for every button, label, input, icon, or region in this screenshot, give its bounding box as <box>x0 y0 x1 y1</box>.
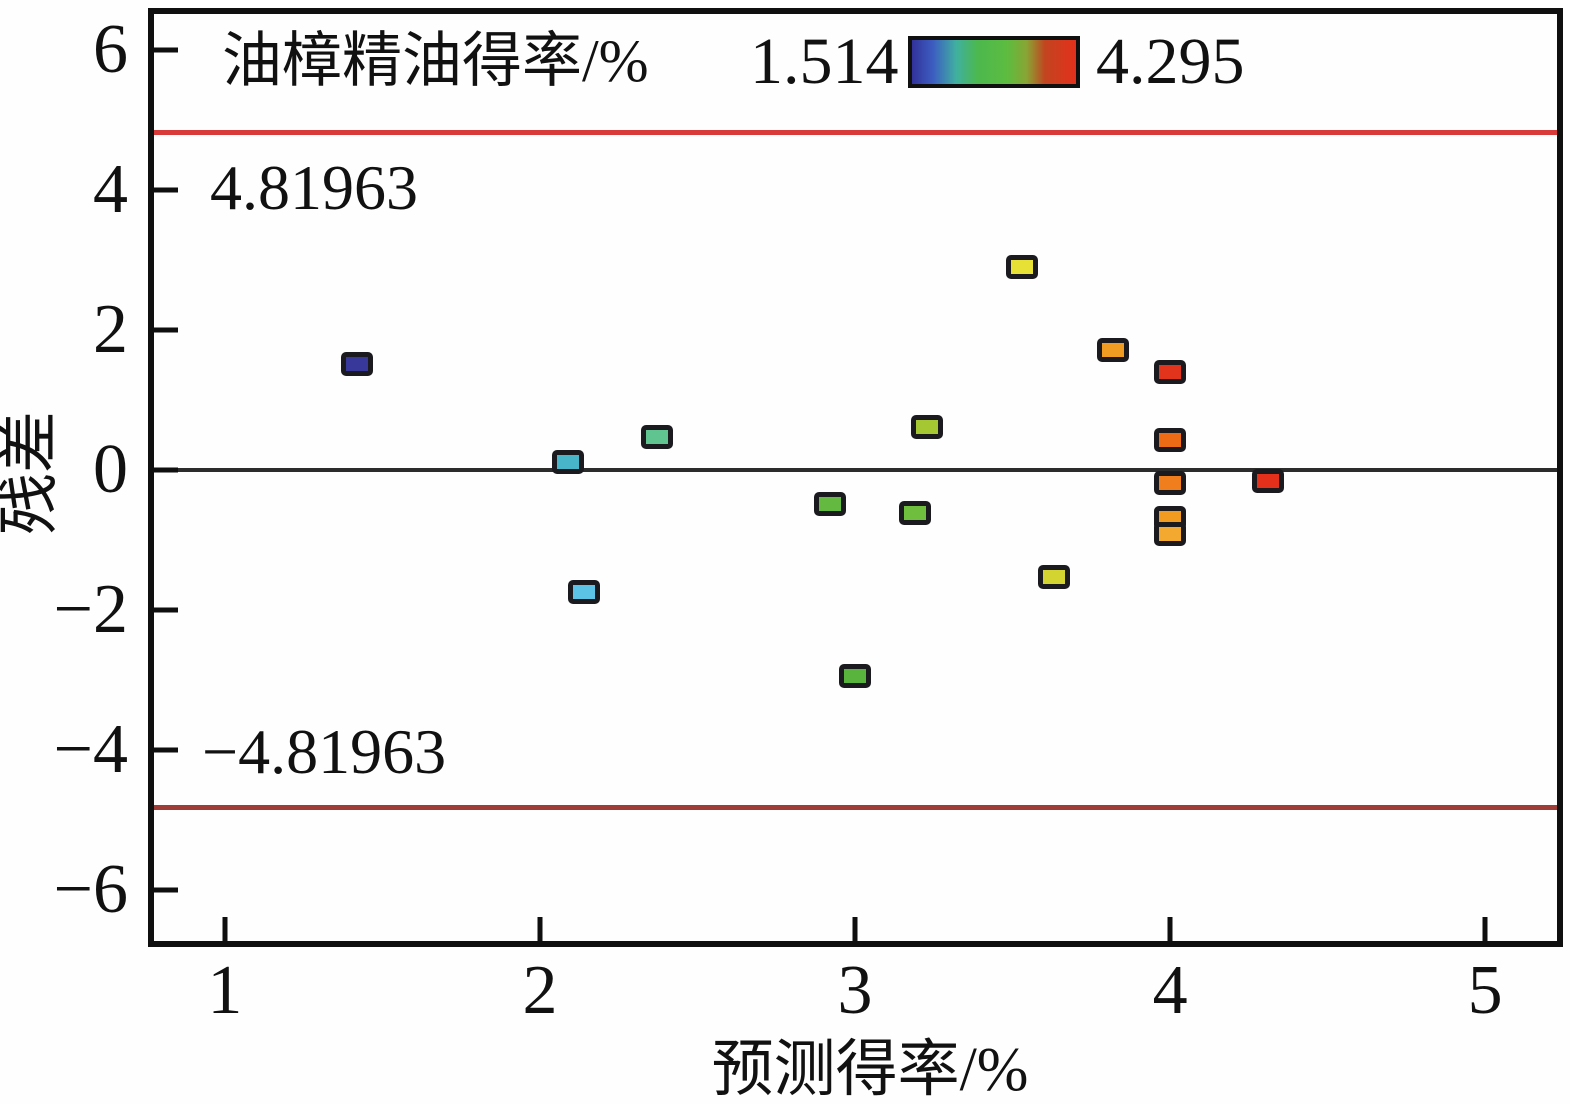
lower-limit-label: −4.81963 <box>202 716 447 787</box>
y-tick-label: 2 <box>93 290 128 368</box>
x-tick-label: 4 <box>1152 952 1188 1029</box>
y-tick <box>154 187 178 193</box>
y-tick <box>154 327 178 333</box>
data-point <box>813 492 846 517</box>
data-point <box>640 424 673 449</box>
data-point <box>341 352 374 377</box>
x-tick-label: 2 <box>522 952 558 1029</box>
data-point <box>911 415 944 440</box>
y-tick <box>154 887 178 893</box>
data-point <box>898 500 931 525</box>
data-point <box>568 579 601 604</box>
y-tick-label: −2 <box>53 570 128 648</box>
x-tick-label: 1 <box>207 952 243 1029</box>
x-tick-label: 3 <box>837 952 873 1029</box>
y-tick <box>154 47 178 53</box>
zero-line <box>154 467 1557 472</box>
x-axis-title: 预测得率/% <box>711 1036 1029 1104</box>
colorbar-min-value: 1.514 <box>750 25 899 98</box>
y-tick <box>154 747 178 753</box>
data-point <box>839 663 872 688</box>
control-limit-line <box>154 804 1557 810</box>
control-limit-line <box>154 129 1557 135</box>
upper-limit-label: 4.81963 <box>210 152 418 223</box>
x-tick <box>1482 917 1488 941</box>
legend-title: 油樟精油得率/% <box>222 28 649 94</box>
data-point <box>1154 360 1187 385</box>
colorbar-max-value: 4.295 <box>1096 25 1245 98</box>
y-tick-label: 4 <box>93 150 128 228</box>
data-point <box>1154 521 1187 546</box>
data-point <box>1006 255 1038 280</box>
colorbar-gradient <box>908 36 1080 88</box>
y-tick-label: −4 <box>53 710 128 788</box>
data-point <box>1037 564 1070 589</box>
y-tick-label: −6 <box>53 850 128 928</box>
data-point <box>552 450 585 475</box>
x-tick <box>222 917 228 941</box>
data-point <box>1097 338 1130 363</box>
x-tick <box>537 917 543 941</box>
data-point <box>1154 427 1187 452</box>
y-tick <box>154 607 178 613</box>
x-tick-label: 5 <box>1467 952 1503 1029</box>
y-tick-label: 0 <box>93 430 128 508</box>
plot-area <box>154 14 1557 941</box>
plot-frame <box>148 8 1563 947</box>
y-tick-label: 6 <box>93 10 128 88</box>
y-tick <box>154 467 178 473</box>
x-tick <box>852 917 858 941</box>
data-point <box>1251 469 1284 493</box>
data-point <box>1154 471 1187 496</box>
x-tick <box>1167 917 1173 941</box>
